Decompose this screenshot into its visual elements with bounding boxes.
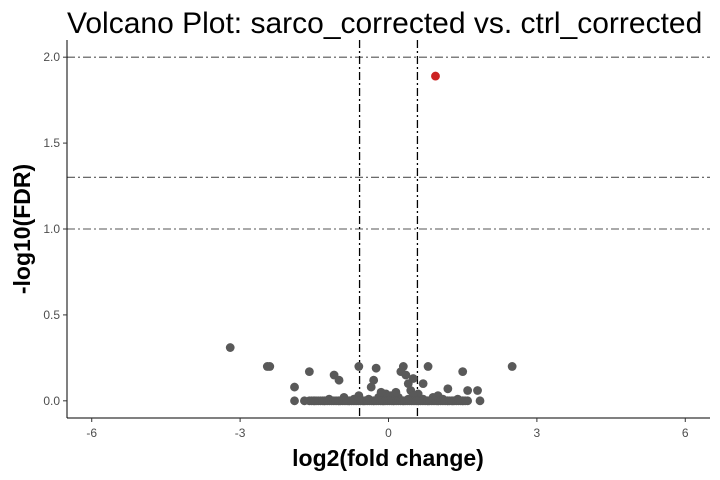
data-point — [265, 362, 275, 371]
data-point — [475, 396, 485, 406]
y-tick-label: 0.5 — [43, 308, 60, 322]
data-point — [423, 362, 433, 371]
data-point — [408, 374, 418, 383]
y-axis-ticks: 0.0 0.5 1.0 1.5 2.0 — [43, 50, 67, 408]
chart-title: Volcano Plot: sarco_corrected vs. ctrl_c… — [67, 7, 702, 40]
data-point — [507, 362, 517, 371]
data-point — [354, 362, 364, 371]
data-points — [225, 71, 517, 406]
y-tick-label: 1.5 — [43, 136, 60, 150]
x-tick-label: 0 — [385, 426, 392, 440]
data-point — [401, 370, 411, 380]
data-point — [290, 396, 299, 406]
y-axis-title: -log10(FDR) — [9, 164, 35, 294]
data-point — [458, 367, 468, 377]
x-tick-label: -6 — [86, 426, 97, 440]
data-point — [366, 382, 376, 392]
data-point — [463, 386, 473, 395]
data-point — [371, 363, 381, 373]
x-tick-label: 6 — [682, 426, 689, 440]
data-point — [418, 379, 428, 389]
y-tick-label: 1.0 — [43, 222, 60, 236]
data-point — [290, 382, 299, 392]
data-point — [369, 375, 379, 385]
x-tick-label: 3 — [534, 426, 541, 440]
data-point — [443, 384, 453, 394]
x-axis-ticks: -6 -3 0 3 6 — [86, 418, 689, 440]
data-point — [391, 387, 401, 397]
data-point — [334, 375, 344, 385]
data-point — [473, 386, 482, 395]
significant-data-point — [431, 71, 440, 81]
data-point — [225, 343, 235, 352]
y-tick-label: 0.0 — [43, 394, 60, 408]
data-point — [376, 387, 386, 397]
x-tick-label: -3 — [235, 426, 246, 440]
data-point — [460, 396, 470, 406]
threshold-lines — [67, 40, 710, 418]
data-point — [304, 367, 314, 377]
y-tick-label: 2.0 — [43, 50, 60, 64]
x-axis-title: log2(fold change) — [292, 445, 484, 471]
